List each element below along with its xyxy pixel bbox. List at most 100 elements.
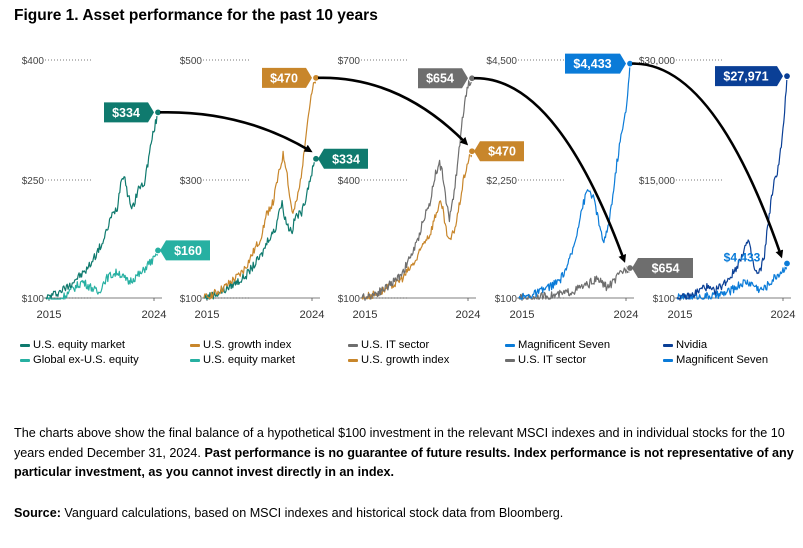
data-label-badge	[262, 67, 312, 88]
data-label-badge	[632, 258, 693, 279]
series-line-u-s-growth-index	[361, 151, 473, 300]
data-label: $470	[270, 71, 298, 85]
y-tick-label: $400	[338, 176, 361, 187]
legend-item: U.S. growth index	[348, 353, 449, 368]
x-tick-label: 2024	[300, 309, 325, 321]
legend-item: Magnificent Seven	[663, 353, 768, 368]
data-label-badge	[715, 66, 783, 87]
legend-label: U.S. equity market	[203, 354, 296, 366]
series-line-magnificent-seven	[518, 63, 631, 300]
series-line-u-s-equity-market	[204, 158, 317, 300]
series-line-u-s-equity-market	[45, 111, 159, 300]
x-tick-label: 2015	[195, 309, 220, 321]
legend-label: Nvidia	[676, 339, 708, 351]
data-label-badge	[474, 141, 524, 162]
y-tick-label: $100	[653, 294, 676, 305]
x-tick-label: 2024	[142, 309, 167, 321]
y-tick-label: $400	[22, 56, 45, 67]
legend-item: Nvidia	[663, 338, 768, 353]
legend-panel-3: U.S. IT sector U.S. growth index	[348, 338, 449, 368]
data-label: $4,433	[573, 57, 611, 71]
series-line-nvidia	[676, 76, 788, 300]
data-label: $654	[652, 262, 680, 276]
data-label: $27,971	[723, 70, 768, 84]
source-line: Source: Vanguard calculations, based on …	[14, 506, 563, 520]
legend-panel-2: U.S. growth index U.S. equity market	[190, 338, 295, 368]
connector-arrow	[631, 62, 784, 259]
x-tick-label: 2024	[614, 309, 639, 321]
legend-swatch	[20, 359, 30, 362]
legend-item: U.S. equity market	[20, 338, 139, 353]
legend-swatch	[348, 344, 358, 347]
y-tick-label: $250	[22, 176, 45, 187]
legend-panel-1: U.S. equity market Global ex-U.S. equity	[20, 338, 139, 368]
connector-arrow	[317, 76, 469, 146]
legend-swatch	[190, 344, 200, 347]
charts-area: $400 $250 $100 2015 2024 $334 $160 $500 $300 $100…	[22, 53, 796, 321]
y-tick-label: $100	[180, 294, 203, 305]
legend-swatch	[348, 359, 358, 362]
y-tick-label: $4,500	[486, 56, 517, 67]
legend-item: Magnificent Seven	[505, 338, 610, 353]
y-tick-label: $100	[338, 294, 361, 305]
y-tick-label: $700	[338, 56, 361, 67]
series-line-u-s-it-sector	[518, 265, 631, 300]
series-line-u-s-growth-index	[203, 77, 317, 300]
chart-notes: The charts above show the final balance …	[14, 424, 794, 483]
legend-swatch	[505, 359, 515, 362]
chart-panel-3: $700 $400 $100 2015 2024 $654 $470	[338, 56, 524, 321]
legend-panel-5: Nvidia Magnificent Seven	[663, 338, 768, 368]
chart-panel-2: $500 $300 $100 2015 2024 $470 $334	[180, 56, 368, 321]
legend-label: U.S. IT sector	[361, 339, 430, 351]
data-label: $160	[174, 244, 202, 258]
chart-panel-5: $30,000 $15,000 $100 2015 2024 $27,971 $4,433	[639, 56, 796, 321]
data-label: $334	[112, 106, 140, 120]
x-tick-label: 2024	[771, 309, 796, 321]
data-label: $470	[488, 145, 516, 159]
data-label-badge	[565, 53, 626, 74]
legend-swatch	[663, 344, 673, 347]
end-point-marker	[783, 259, 791, 268]
legend-panel-4: Magnificent Seven U.S. IT sector	[505, 338, 610, 368]
y-tick-label: $500	[180, 56, 203, 67]
legend-label: U.S. IT sector	[518, 354, 587, 366]
data-label-badge	[318, 148, 368, 169]
y-tick-label: $100	[22, 294, 45, 305]
data-label: $654	[426, 72, 454, 86]
notes-plain: The charts above show the final balance …	[14, 426, 785, 460]
legend-swatch	[505, 344, 515, 347]
legend-swatch	[663, 359, 673, 362]
connector-arrow	[159, 111, 313, 153]
x-tick-label: 2015	[668, 309, 693, 321]
data-label: $334	[332, 152, 360, 166]
y-tick-label: $100	[495, 294, 518, 305]
y-tick-label: $2,250	[486, 176, 517, 187]
legend-label: Global ex-U.S. equity	[33, 354, 139, 366]
legend-item: Global ex-U.S. equity	[20, 353, 139, 368]
source-label: Source:	[14, 506, 61, 520]
connector-arrow	[473, 76, 627, 263]
legend-label: Magnificent Seven	[518, 339, 611, 351]
notes-disclaimer: Past performance is no guarantee of futu…	[14, 445, 794, 480]
data-label-badge	[160, 240, 210, 261]
series-line-magnificent-seven	[676, 263, 788, 300]
legend-label: U.S. growth index	[361, 354, 450, 366]
data-label-badge	[418, 68, 468, 89]
y-tick-label: $30,000	[639, 56, 676, 67]
legend-item: U.S. equity market	[190, 353, 295, 368]
legend-label: U.S. growth index	[203, 339, 292, 351]
legend-swatch	[20, 344, 30, 347]
end-point-marker	[783, 72, 791, 81]
data-label: $4,433	[724, 251, 761, 265]
chart-panel-4: $4,500 $2,250 $100 2015 2024 $4,433 $654	[486, 53, 693, 321]
y-tick-label: $300	[180, 176, 203, 187]
legend-swatch	[190, 359, 200, 362]
legend-label: Magnificent Seven	[676, 354, 769, 366]
y-tick-label: $15,000	[639, 176, 676, 187]
legend-item: U.S. growth index	[190, 338, 295, 353]
figure-title: Figure 1. Asset performance for the past…	[14, 7, 378, 24]
series-line-u-s-it-sector	[361, 78, 473, 300]
legend-item: U.S. IT sector	[505, 353, 610, 368]
legend-item: U.S. IT sector	[348, 338, 449, 353]
x-tick-label: 2015	[510, 309, 535, 321]
